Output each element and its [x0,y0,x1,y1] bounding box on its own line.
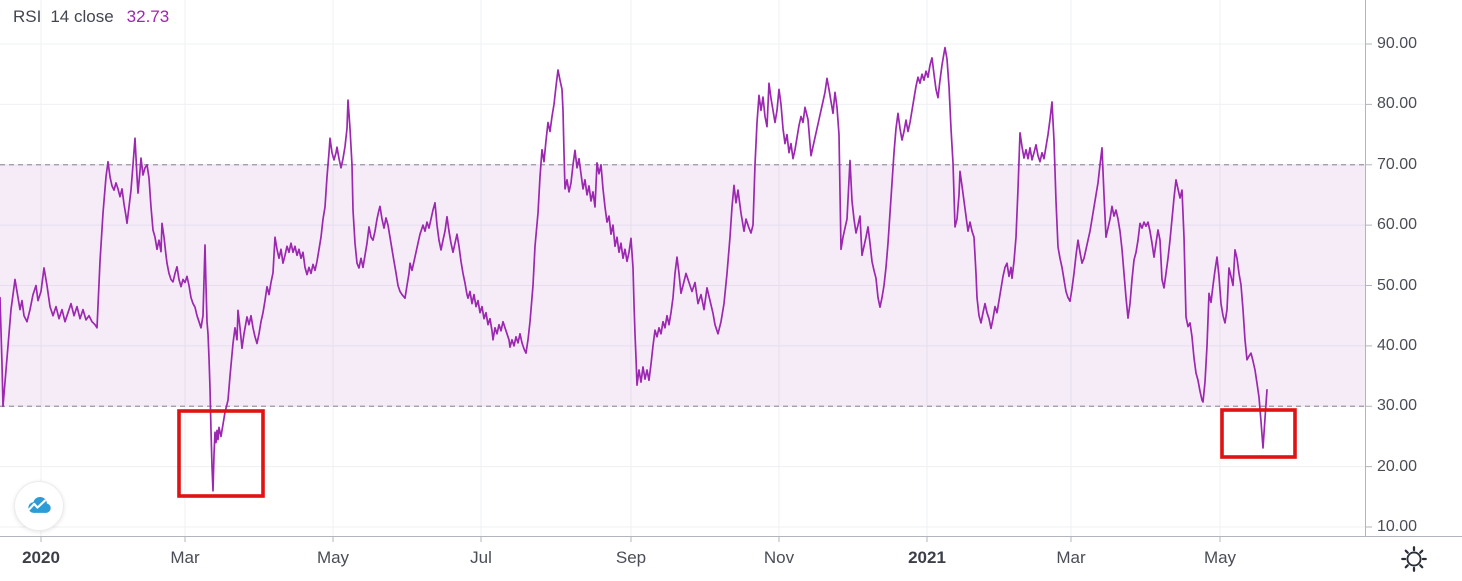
price-axis-label: 30.00 [1377,397,1418,415]
time-axis-label: May [316,548,350,567]
time-axis-label: 2020 [22,548,60,567]
price-axis-label: 90.00 [1377,35,1418,52]
time-axis-label: Mar [1056,548,1086,567]
time-axis-label: Nov [763,548,795,567]
time-axis-label: Sep [615,548,647,567]
indicator-legend[interactable]: RSI 14 close 32.73 [13,7,169,27]
price-axis-label: 20.00 [1377,457,1418,475]
time-axis-label: Jul [470,548,492,567]
oversold-highlight-may-2021[interactable] [1220,408,1297,459]
time-axis-label: May [1203,548,1237,567]
price-axis-label: 50.00 [1377,276,1418,294]
logo-button[interactable] [14,481,64,531]
indicator-settings: 14 close [50,7,114,26]
indicator-name: RSI [13,7,42,26]
rsi-line [0,46,1268,492]
time-axis-label: Mar [170,548,200,567]
price-axis-label: 40.00 [1377,336,1418,354]
cloud-chart-icon [27,496,51,513]
indicator-value: 32.73 [126,7,170,26]
price-axis-label: 70.00 [1377,155,1418,173]
axis-settings-button[interactable] [1365,537,1462,581]
price-axis-label: 10.00 [1377,518,1418,535]
time-axis-label: 2021 [908,548,946,567]
gear-icon [1400,546,1427,572]
price-axis-label: 60.00 [1377,216,1418,234]
oversold-highlight-mar-2020[interactable] [177,409,265,498]
price-axis-label: 80.00 [1377,95,1418,113]
